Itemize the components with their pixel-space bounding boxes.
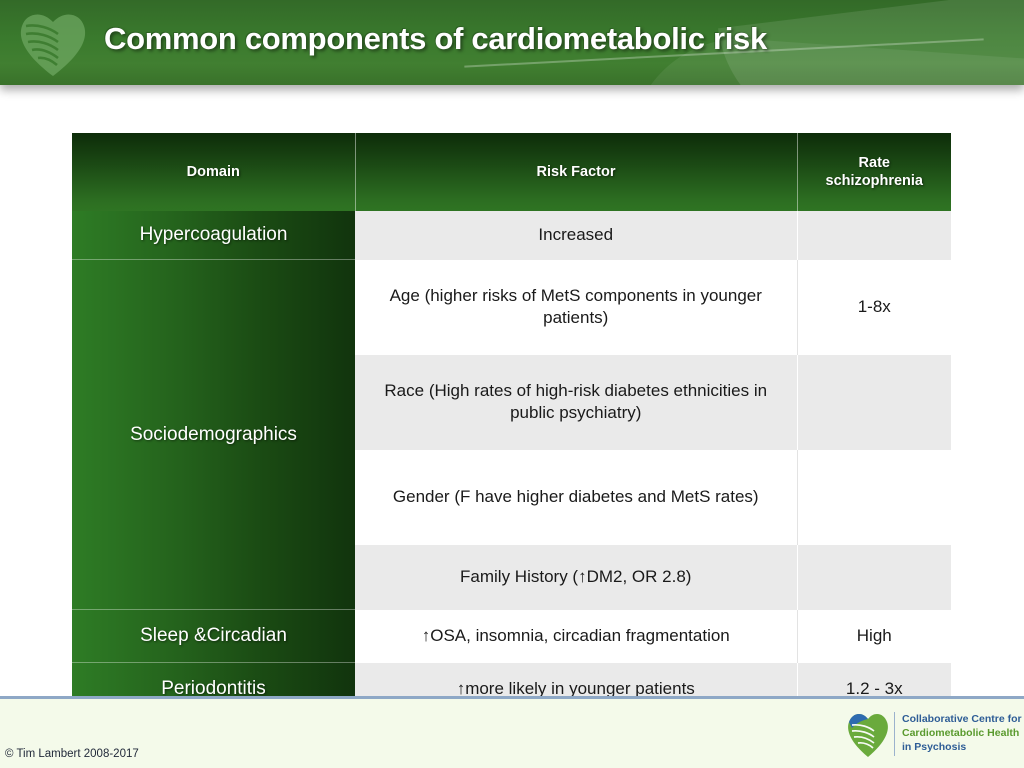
- brand-line-2: Cardiometabolic Health: [902, 727, 1020, 740]
- domain-cell-hypercoagulation: Hypercoagulation: [72, 211, 355, 260]
- rate-cell: [796, 211, 951, 260]
- organisation-branding: Collaborative Centre for Cardiometabolic…: [845, 709, 1022, 759]
- risk-factor-cell: Increased: [355, 211, 797, 260]
- brand-line-1: Collaborative Centre for: [902, 713, 1022, 726]
- rate-cell: 1-8x: [796, 259, 951, 355]
- domain-cell-sociodemographics: Sociodemographics: [72, 259, 355, 610]
- risk-factor-cell: Age (higher risks of MetS components in …: [355, 259, 797, 355]
- column-header-rate-schizophrenia: Rate schizophrenia: [797, 133, 951, 211]
- heart-leaf-logo-icon: [848, 713, 888, 757]
- column-header-risk-factor: Risk Factor: [355, 133, 798, 211]
- column-header-rate-line1: Rate: [858, 154, 890, 171]
- column-header-domain: Domain: [72, 133, 356, 211]
- risk-factor-cell: Family History (↑DM2, OR 2.8): [355, 544, 797, 610]
- table-row: Sleep &Circadian ↑OSA, insomnia, circadi…: [72, 609, 951, 663]
- table-header-row: Domain Risk Factor Rate schizophrenia: [72, 133, 951, 211]
- table-row: Race (High rates of high-risk diabetes e…: [72, 354, 951, 450]
- table-row: Sociodemographics Age (higher risks of M…: [72, 259, 951, 610]
- column-header-rate-line2: schizophrenia: [825, 173, 924, 189]
- risk-factor-table-container: Domain Risk Factor Rate schizophrenia Hy…: [72, 133, 951, 715]
- footer-divider: [0, 696, 1024, 699]
- table-row: Family History (↑DM2, OR 2.8): [72, 544, 951, 610]
- rate-cell: High: [796, 609, 951, 663]
- rate-cell: [796, 354, 951, 450]
- domain-cell-sleep-circadian: Sleep &Circadian: [72, 609, 355, 663]
- risk-factor-table: Domain Risk Factor Rate schizophrenia Hy…: [72, 133, 951, 715]
- rate-cell: [796, 449, 951, 545]
- table-row: Gender (F have higher diabetes and MetS …: [72, 449, 951, 545]
- risk-factor-cell: Race (High rates of high-risk diabetes e…: [355, 354, 797, 450]
- rate-cell: [796, 544, 951, 610]
- table-row: Hypercoagulation Increased: [72, 211, 951, 260]
- brand-line-3: in Psychosis: [902, 740, 967, 753]
- copyright-text: © Tim Lambert 2008-2017: [5, 748, 139, 760]
- risk-factor-cell: Gender (F have higher diabetes and MetS …: [355, 449, 797, 545]
- heart-leaf-logo-icon: [20, 14, 86, 76]
- brand-text: Collaborative Centre for Cardiometabolic…: [902, 713, 1022, 755]
- page-title: Common components of cardiometabolic ris…: [104, 21, 767, 56]
- risk-factor-cell: ↑OSA, insomnia, circadian fragmentation: [355, 609, 797, 663]
- slide-header-banner: Common components of cardiometabolic ris…: [0, 0, 1024, 85]
- slide-footer: © Tim Lambert 2008-2017 Collaborative Ce…: [0, 699, 1024, 768]
- brand-divider: [894, 712, 895, 756]
